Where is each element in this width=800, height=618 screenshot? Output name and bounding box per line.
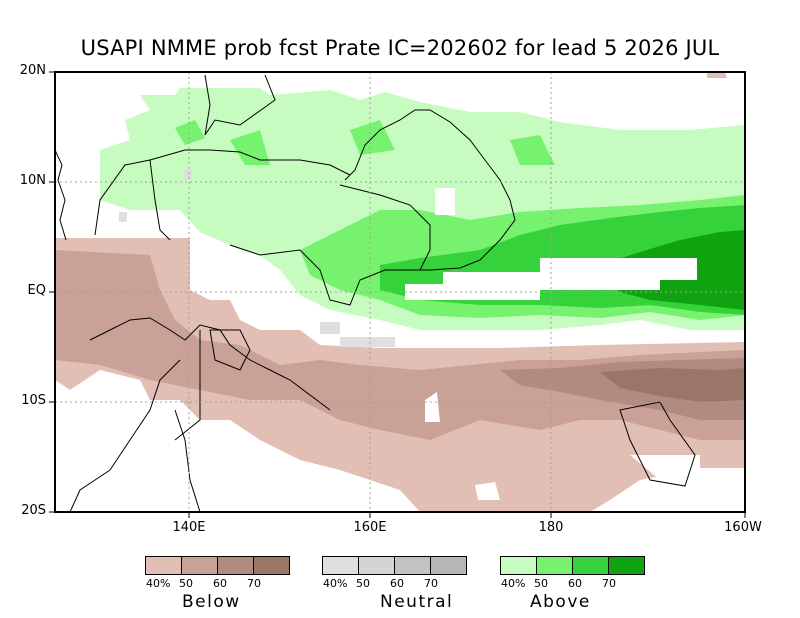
legend-tick: 50: [356, 577, 370, 590]
white-gap: [425, 392, 440, 422]
legend-tick: 40%: [501, 577, 526, 590]
neutral-40-patch: [184, 170, 192, 180]
below-70-region: [600, 368, 745, 402]
white-gap: [55, 390, 200, 512]
white-gap: [435, 188, 455, 215]
legend-tick: 50: [534, 577, 548, 590]
legend-swatch: [431, 557, 466, 574]
x-tick-label: 140E: [172, 520, 206, 535]
legend-swatch: [218, 557, 254, 574]
legend-tick: 60: [390, 577, 404, 590]
legend-swatch: [395, 557, 431, 574]
coastlines: [55, 74, 696, 512]
legend-tick: 40%: [323, 577, 348, 590]
legend-tick: 60: [213, 577, 227, 590]
y-tick-label: 20N: [19, 63, 46, 78]
legend-swatch: [254, 557, 289, 574]
legend-label: Below: [182, 592, 241, 612]
grid-lines: [55, 72, 745, 512]
legend-swatch: [501, 557, 537, 574]
neutral-40-patch: [119, 212, 127, 222]
legend-swatch: [359, 557, 395, 574]
y-tick-label: EQ: [27, 283, 46, 298]
legend-colorbar: [500, 556, 645, 575]
y-tick-label: 20S: [21, 503, 46, 518]
legend-tick: 70: [424, 577, 438, 590]
legend-label: Neutral: [380, 592, 454, 612]
chart-title: USAPI NMME prob fcst Prate IC=202602 for…: [80, 36, 720, 60]
legend-tick: 60: [568, 577, 582, 590]
legend-swatch: [323, 557, 359, 574]
legend-swatch: [609, 557, 644, 574]
above-50-patch: [230, 130, 270, 165]
legend-swatch: [573, 557, 609, 574]
legend-swatch: [537, 557, 573, 574]
legend-swatch: [146, 557, 182, 574]
legend-tick: 50: [179, 577, 193, 590]
probability-fields: [55, 72, 745, 512]
above-50-patch: [175, 120, 205, 145]
neutral-40-patch: [320, 322, 340, 334]
white-gap: [475, 482, 500, 500]
x-tick-label: 160W: [724, 520, 762, 535]
x-tick-label: 160E: [353, 520, 387, 535]
axis-ticks: [49, 71, 746, 518]
legend-tick: 70: [602, 577, 616, 590]
y-tick-label: 10N: [19, 173, 46, 188]
legend-colorbar: [322, 556, 467, 575]
legend-label: Above: [530, 592, 591, 612]
legend-swatch: [182, 557, 218, 574]
legend-colorbar: [145, 556, 290, 575]
neutral-40-patch: [340, 337, 395, 347]
legend-above: 40% 50 60 70 Above: [500, 556, 645, 612]
white-gap: [630, 455, 700, 485]
legend-tick: 70: [247, 577, 261, 590]
legend-neutral: 40% 50 60 70 Neutral: [322, 556, 467, 612]
x-tick-label: 180: [538, 520, 564, 535]
below-40-patch: [707, 72, 727, 78]
legend-tick: 40%: [146, 577, 171, 590]
y-tick-label: 10S: [21, 393, 46, 408]
legend-below: 40% 50 60 70 Below: [145, 556, 290, 612]
above-50-patch: [510, 135, 555, 165]
